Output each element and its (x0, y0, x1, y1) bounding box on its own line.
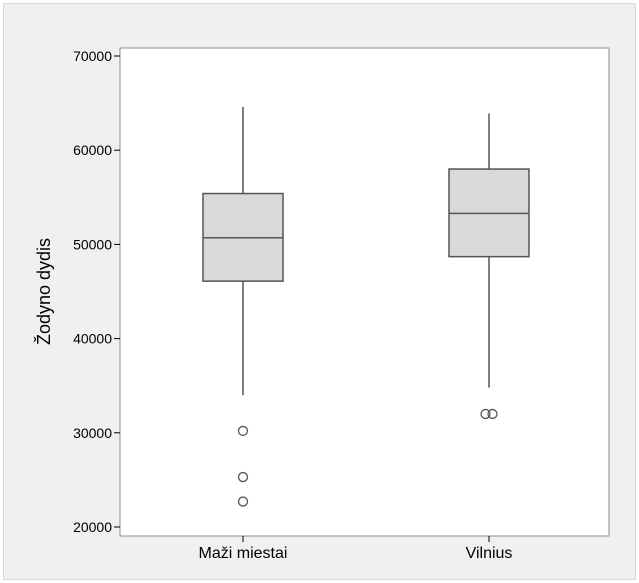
y-tick-label: 40000 (73, 331, 112, 347)
boxes-layer (202, 106, 530, 507)
outlier-point (237, 471, 249, 483)
box-group (202, 106, 284, 507)
outlier-point (237, 425, 249, 437)
y-tick-label: 60000 (73, 142, 112, 158)
y-tick-label: 50000 (73, 236, 112, 252)
y-tick-label: 30000 (73, 425, 112, 441)
plot-area (119, 47, 610, 537)
x-tick-label: Maži miestai (199, 545, 288, 562)
y-axis-title: Žodyno dydis (34, 238, 54, 345)
y-tick-label: 20000 (73, 519, 112, 535)
outlier-point (487, 408, 498, 420)
outlier-point (480, 408, 491, 420)
outlier-point (237, 496, 249, 507)
x-tick-label: Vilnius (466, 545, 513, 562)
y-tick-label: 70000 (73, 48, 112, 64)
y-axis: 20000 30000 40000 50000 60000 70000 (73, 48, 120, 535)
x-axis: Maži miestai Vilnius (199, 536, 513, 562)
box-group (448, 113, 530, 420)
